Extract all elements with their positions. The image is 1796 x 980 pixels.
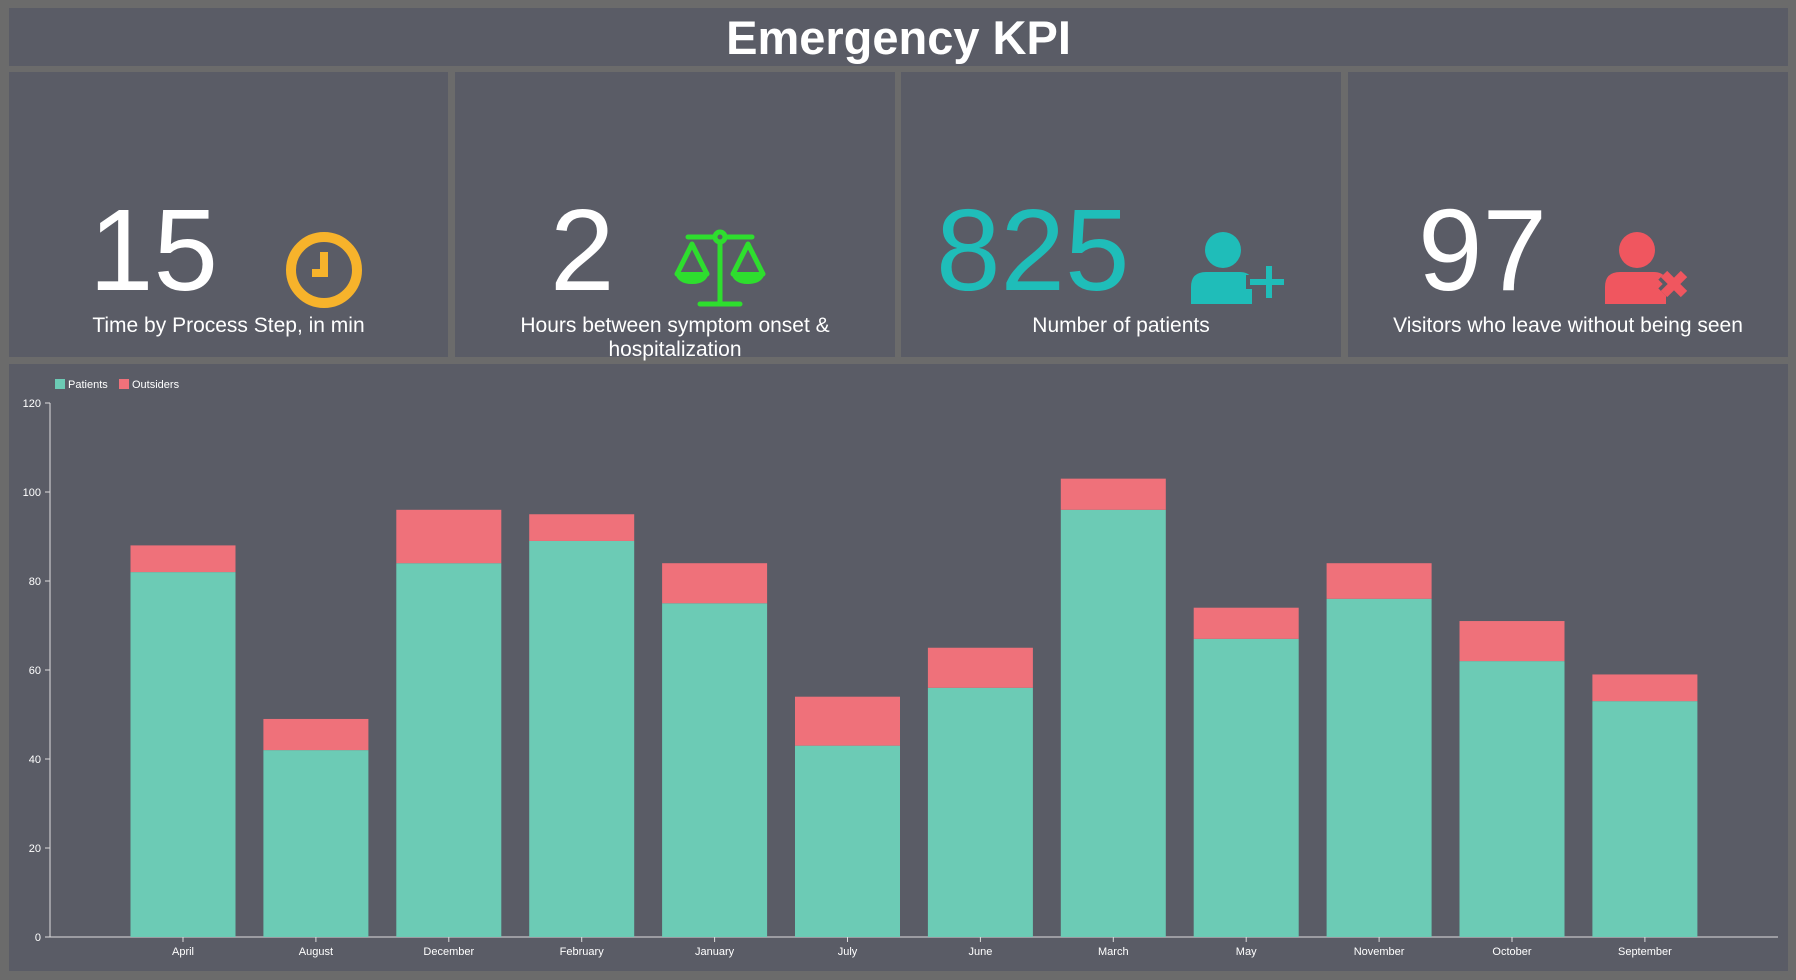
y-tick-label: 40 xyxy=(29,754,41,766)
bar-december-outsiders xyxy=(396,509,502,564)
stacked-bar-chart: Patients Outsiders 0 20 40 60 80 100 120 April A… xyxy=(23,379,1778,958)
x-tick-label: January xyxy=(695,946,735,958)
bar-november-outsiders xyxy=(1326,563,1432,599)
kpi-value: 825 xyxy=(936,185,1130,315)
kpi-card-patients: 825 Number of patients xyxy=(901,72,1341,357)
x-tick-label: June xyxy=(968,946,992,958)
legend-swatch-outsiders xyxy=(119,379,129,389)
bar-june-patients xyxy=(927,687,1033,937)
x-tick-label: September xyxy=(1618,946,1672,958)
x-tick-label: July xyxy=(838,946,858,958)
kpi-card-left-unseen: 97 Visitors who leave without being seen xyxy=(1348,72,1788,357)
bar-may-patients xyxy=(1193,638,1299,937)
x-tick-label: October xyxy=(1492,946,1531,958)
scale-icon xyxy=(674,229,766,307)
kpi-label: Number of patients xyxy=(1032,314,1210,337)
kpi-card-process-time: 15 Time by Process Step, in min xyxy=(9,72,448,357)
legend-label-outsiders: Outsiders xyxy=(132,379,180,391)
page-title: Emergency KPI xyxy=(726,10,1071,64)
x-tick-label: March xyxy=(1098,946,1129,958)
bar-january-patients xyxy=(662,603,768,937)
legend-label-patients: Patients xyxy=(68,379,108,391)
bar-august-outsiders xyxy=(263,718,369,751)
bar-february-patients xyxy=(529,540,635,937)
kpi-value: 2 xyxy=(550,185,615,315)
bar-september-patients xyxy=(1592,701,1698,937)
kpi-label: Hours between symptom onset & hospitaliz… xyxy=(520,314,830,361)
bar-october-patients xyxy=(1459,661,1565,937)
title-bar: Emergency KPI xyxy=(9,8,1788,66)
bar-may-outsiders xyxy=(1193,607,1299,639)
bar-july-patients xyxy=(795,745,900,937)
legend-swatch-patients xyxy=(55,379,65,389)
y-tick-label: 0 xyxy=(35,932,41,944)
bar-january-outsiders xyxy=(662,563,768,604)
bar-april-patients xyxy=(130,572,236,937)
y-tick-label: 80 xyxy=(29,576,41,588)
kpi-value: 97 xyxy=(1418,185,1548,315)
bar-november-patients xyxy=(1326,598,1432,937)
kpi-card-onset-hours: 2 Hours between symptom onset & hospital… xyxy=(455,72,895,361)
user-x-icon xyxy=(1605,232,1690,304)
bar-june-outsiders xyxy=(927,647,1033,688)
x-tick-label: November xyxy=(1354,946,1405,958)
bar-march-patients xyxy=(1060,509,1166,937)
legend: Patients Outsiders xyxy=(55,379,180,391)
kpi-label: Visitors who leave without being seen xyxy=(1393,314,1743,337)
clock-icon xyxy=(286,232,362,308)
x-tick-label: April xyxy=(172,946,194,958)
x-tick-label: May xyxy=(1236,946,1257,958)
bar-march-outsiders xyxy=(1060,478,1166,510)
y-tick-label: 60 xyxy=(29,665,41,677)
chart-panel: Patients Outsiders 0 20 40 60 80 100 120 April A… xyxy=(9,364,1788,971)
y-tick-label: 20 xyxy=(29,843,41,855)
user-plus-icon xyxy=(1191,232,1286,304)
bar-december-patients xyxy=(396,563,502,937)
bar-september-outsiders xyxy=(1592,674,1698,702)
y-tick-label: 100 xyxy=(23,487,41,499)
x-tick-label: December xyxy=(423,946,474,958)
bar-october-outsiders xyxy=(1459,621,1565,662)
bar-august-patients xyxy=(263,750,369,937)
bar-february-outsiders xyxy=(529,514,635,541)
x-tick-label: August xyxy=(299,946,333,958)
x-tick-label: February xyxy=(560,946,605,958)
kpi-value: 15 xyxy=(89,185,219,315)
bar-july-outsiders xyxy=(795,696,900,746)
kpi-label: Time by Process Step, in min xyxy=(92,314,365,337)
y-tick-label: 120 xyxy=(23,398,41,410)
bar-april-outsiders xyxy=(130,545,236,573)
